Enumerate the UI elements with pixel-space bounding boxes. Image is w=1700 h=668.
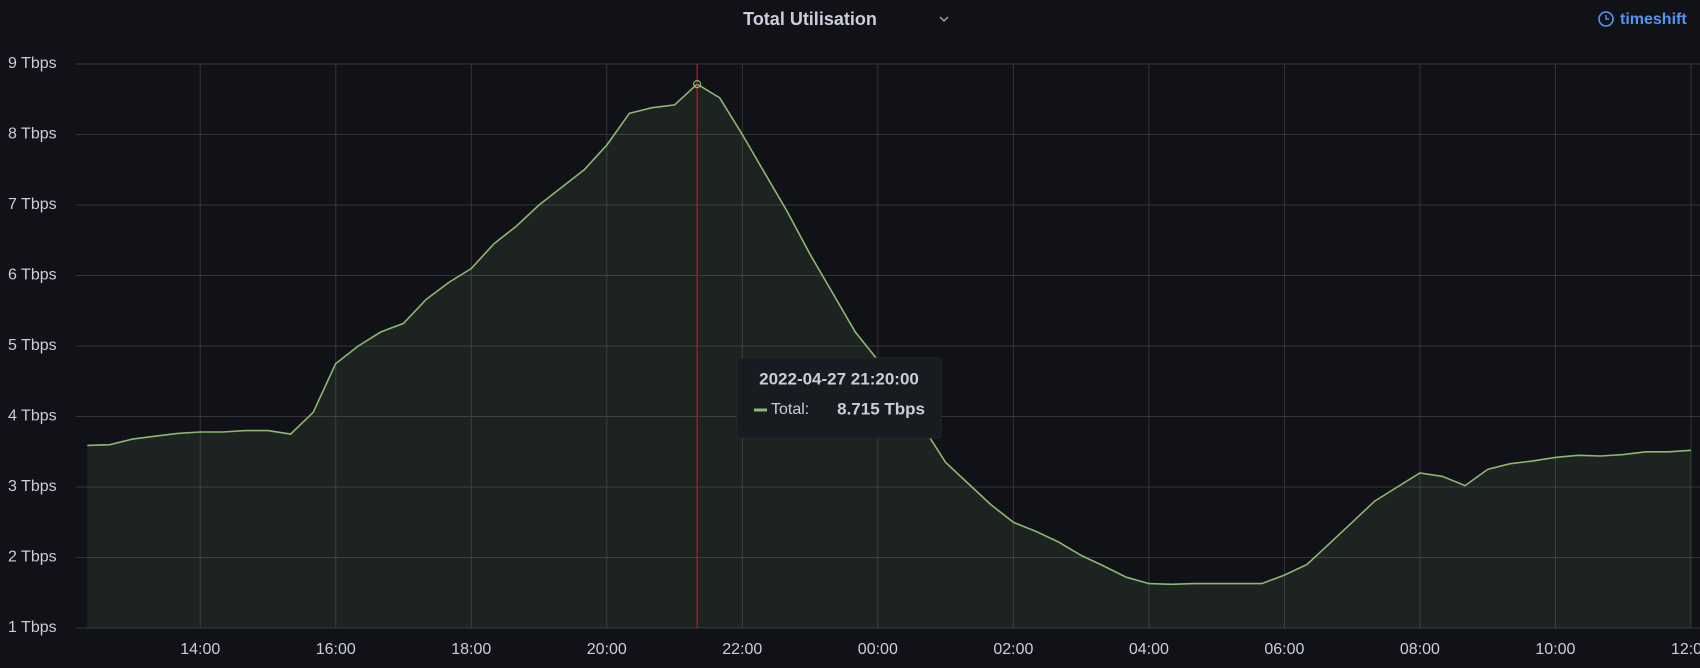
x-tick-label: 06:00 — [1264, 641, 1304, 658]
x-tick-label: 00:00 — [858, 641, 898, 658]
y-tick-label: 6 Tbps — [8, 267, 57, 284]
clock-icon — [1598, 11, 1614, 27]
x-tick-label: 10:00 — [1535, 641, 1575, 658]
y-tick-label: 4 Tbps — [8, 408, 57, 425]
y-tick-label: 1 Tbps — [8, 619, 57, 636]
tooltip-value: 8.715 Tbps — [837, 399, 925, 418]
x-tick-label: 16:00 — [316, 641, 356, 658]
area-fill — [87, 84, 1692, 629]
y-tick-label: 5 Tbps — [8, 337, 57, 354]
x-tick-label: 12:00 — [1671, 641, 1700, 658]
x-tick-label: 18:00 — [451, 641, 491, 658]
y-tick-label: 9 Tbps — [8, 55, 57, 72]
timeshift-link[interactable]: timeshift — [1620, 11, 1687, 28]
title-caret[interactable] — [939, 16, 949, 23]
hover-point — [693, 79, 702, 89]
x-tick-label: 20:00 — [587, 641, 627, 658]
tooltip-label: Total: — [771, 401, 809, 418]
y-tick-label: 8 Tbps — [8, 126, 57, 143]
x-tick-label: 02:00 — [993, 641, 1033, 658]
y-tick-label: 7 Tbps — [8, 196, 57, 213]
panel-title[interactable]: Total Utilisation — [743, 9, 877, 29]
y-tick-label: 3 Tbps — [8, 478, 57, 495]
y-tick-label: 2 Tbps — [8, 549, 57, 566]
x-tick-label: 22:00 — [722, 641, 762, 658]
x-tick-label: 14:00 — [180, 641, 220, 658]
x-tick-label: 08:00 — [1400, 641, 1440, 658]
clock-hands — [1605, 15, 1609, 20]
tooltip-box — [736, 357, 942, 439]
x-tick-label: 04:00 — [1129, 641, 1169, 658]
tooltip-title: 2022-04-27 21:20:00 — [759, 369, 919, 388]
